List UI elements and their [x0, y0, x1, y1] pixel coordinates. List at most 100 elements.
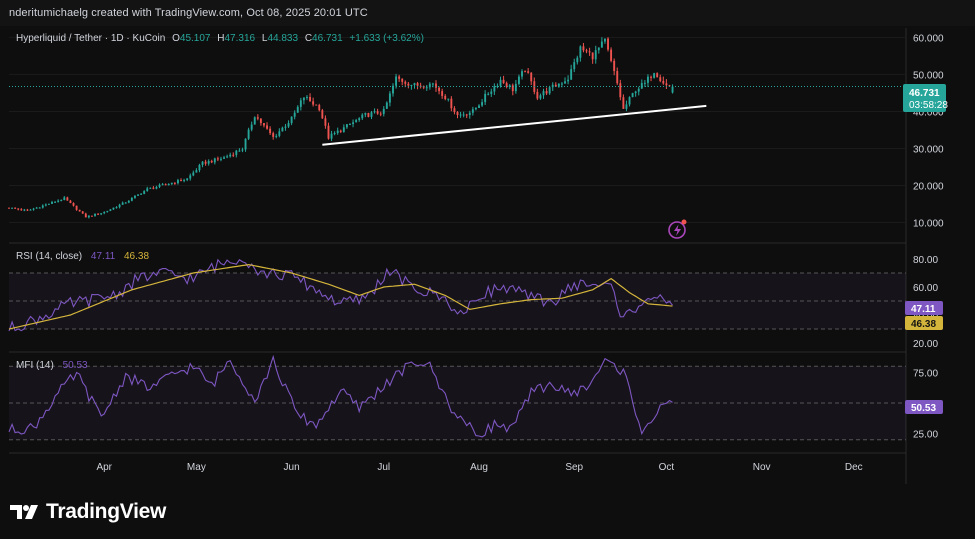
candle[interactable] — [124, 201, 127, 204]
candle[interactable] — [296, 105, 299, 113]
candle[interactable] — [84, 212, 87, 218]
candle[interactable] — [640, 79, 643, 89]
candle[interactable] — [63, 195, 66, 201]
candle[interactable] — [266, 122, 268, 130]
candle[interactable] — [223, 155, 225, 159]
candle[interactable] — [665, 79, 668, 89]
candle[interactable] — [47, 203, 50, 205]
candle[interactable] — [302, 97, 305, 105]
candle[interactable] — [155, 185, 158, 190]
candle[interactable] — [628, 96, 631, 107]
candle[interactable] — [456, 111, 459, 119]
candle[interactable] — [637, 86, 640, 96]
rsi-pane[interactable] — [8, 258, 906, 332]
candle[interactable] — [17, 208, 20, 211]
candle[interactable] — [315, 104, 318, 106]
candle[interactable] — [536, 88, 539, 101]
candle[interactable] — [44, 203, 47, 207]
candle[interactable] — [121, 201, 124, 205]
candle[interactable] — [392, 83, 394, 97]
candle[interactable] — [130, 197, 133, 202]
candle[interactable] — [361, 113, 364, 120]
candle[interactable] — [398, 74, 401, 82]
candle[interactable] — [127, 200, 130, 204]
candle[interactable] — [493, 83, 496, 95]
candle[interactable] — [425, 85, 428, 91]
candle[interactable] — [404, 80, 407, 88]
candle[interactable] — [241, 147, 244, 153]
candle[interactable] — [438, 86, 441, 95]
candle[interactable] — [26, 208, 29, 212]
candle[interactable] — [23, 208, 26, 212]
candle[interactable] — [259, 118, 262, 126]
candle[interactable] — [195, 168, 198, 173]
candle[interactable] — [115, 206, 118, 209]
candle[interactable] — [66, 196, 69, 201]
candle[interactable] — [244, 138, 247, 152]
candle[interactable] — [90, 215, 93, 217]
candle[interactable] — [349, 123, 351, 126]
candle[interactable] — [370, 110, 373, 120]
candle[interactable] — [413, 82, 416, 89]
candle[interactable] — [567, 75, 570, 85]
candle[interactable] — [379, 111, 382, 117]
candle[interactable] — [496, 83, 499, 89]
candle[interactable] — [38, 207, 41, 209]
candle[interactable] — [143, 190, 146, 195]
candle[interactable] — [284, 123, 287, 131]
candle[interactable] — [613, 58, 616, 76]
candle[interactable] — [401, 78, 404, 86]
candle[interactable] — [468, 110, 471, 119]
candle[interactable] — [643, 80, 646, 87]
candle[interactable] — [662, 76, 665, 85]
candle[interactable] — [564, 77, 566, 84]
candle[interactable] — [137, 194, 139, 196]
candle[interactable] — [588, 47, 591, 56]
candle[interactable] — [112, 207, 115, 210]
candle[interactable] — [610, 47, 613, 63]
candle[interactable] — [342, 124, 345, 133]
candle[interactable] — [407, 81, 410, 89]
candle[interactable] — [591, 52, 594, 64]
candle[interactable] — [634, 90, 637, 97]
candle[interactable] — [247, 127, 250, 141]
candle[interactable] — [60, 199, 63, 202]
candle[interactable] — [152, 186, 155, 190]
candle[interactable] — [35, 206, 38, 209]
candle[interactable] — [69, 199, 72, 204]
candle[interactable] — [287, 120, 290, 128]
candle[interactable] — [81, 210, 84, 214]
candle[interactable] — [441, 88, 444, 99]
candle[interactable] — [309, 93, 312, 102]
candle[interactable] — [78, 209, 81, 212]
candle[interactable] — [189, 173, 192, 181]
candle[interactable] — [484, 90, 487, 106]
rsi-ma-line[interactable] — [8, 263, 673, 330]
candle[interactable] — [263, 123, 265, 128]
candle[interactable] — [109, 208, 112, 212]
candle[interactable] — [576, 55, 579, 65]
candle[interactable] — [306, 95, 308, 100]
tradingview-logo[interactable]: TradingView — [10, 500, 166, 524]
support-trendline[interactable] — [322, 104, 707, 146]
candle[interactable] — [293, 110, 296, 120]
candle[interactable] — [622, 94, 625, 109]
candle[interactable] — [161, 182, 164, 186]
candle[interactable] — [668, 84, 671, 87]
candle[interactable] — [256, 114, 259, 121]
candle[interactable] — [385, 101, 388, 109]
candle[interactable] — [118, 203, 121, 209]
candle[interactable] — [542, 88, 545, 99]
candle[interactable] — [11, 207, 14, 209]
candle[interactable] — [573, 58, 576, 73]
candle[interactable] — [585, 48, 588, 54]
candle[interactable] — [597, 47, 600, 54]
candle[interactable] — [213, 157, 216, 165]
candle[interactable] — [103, 211, 106, 215]
candle[interactable] — [100, 213, 103, 216]
candle[interactable] — [345, 124, 348, 129]
candle[interactable] — [14, 207, 17, 209]
candle[interactable] — [474, 107, 477, 111]
candle[interactable] — [173, 182, 176, 185]
candle[interactable] — [106, 210, 109, 213]
